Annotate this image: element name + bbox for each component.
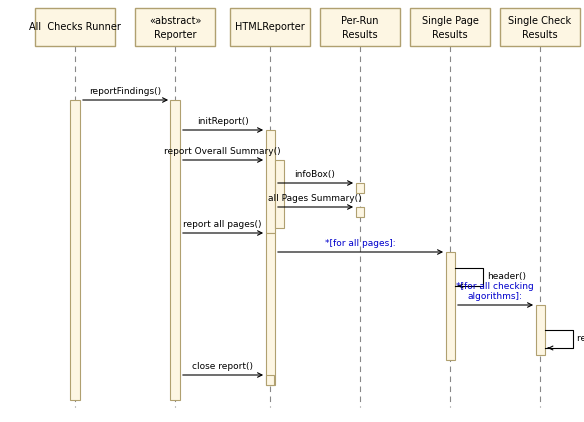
Bar	[266, 375, 274, 385]
Bar	[446, 252, 454, 360]
Bar	[410, 8, 490, 46]
Bar	[70, 100, 80, 400]
Text: Results: Results	[432, 30, 468, 40]
Text: all Pages Summary(): all Pages Summary()	[268, 194, 362, 203]
Text: Single Check: Single Check	[509, 16, 572, 26]
Text: report Overall Summary(): report Overall Summary()	[164, 147, 281, 156]
Bar	[170, 100, 180, 400]
Bar	[266, 233, 274, 385]
Text: All  Checks Runner: All Checks Runner	[29, 22, 121, 32]
Bar	[500, 8, 580, 46]
Text: *[for all checking: *[for all checking	[456, 282, 534, 291]
Bar	[230, 8, 310, 46]
Text: close report(): close report()	[192, 362, 253, 371]
Text: algorithms]:: algorithms]:	[468, 292, 523, 301]
Bar	[356, 183, 364, 193]
Text: reportFindings(): reportFindings()	[89, 87, 161, 96]
Bar	[135, 8, 215, 46]
Text: results for check(): results for check()	[577, 335, 584, 344]
Bar	[536, 305, 544, 355]
Text: «abstract»: «abstract»	[149, 16, 201, 26]
Text: header(): header()	[487, 273, 526, 281]
Text: Reporter: Reporter	[154, 30, 196, 40]
Text: initReport(): initReport()	[197, 117, 248, 126]
Text: Results: Results	[522, 30, 558, 40]
Text: Results: Results	[342, 30, 378, 40]
Bar	[35, 8, 115, 46]
Text: Single Page: Single Page	[422, 16, 478, 26]
Bar	[266, 130, 274, 233]
Bar	[320, 8, 400, 46]
Bar	[356, 207, 364, 217]
Text: Per-Run: Per-Run	[341, 16, 379, 26]
Text: infoBox(): infoBox()	[294, 170, 335, 179]
Text: HTMLReporter: HTMLReporter	[235, 22, 305, 32]
Text: report all pages(): report all pages()	[183, 220, 262, 229]
Text: *[for all pages]:: *[for all pages]:	[325, 239, 395, 248]
Bar	[274, 160, 283, 228]
